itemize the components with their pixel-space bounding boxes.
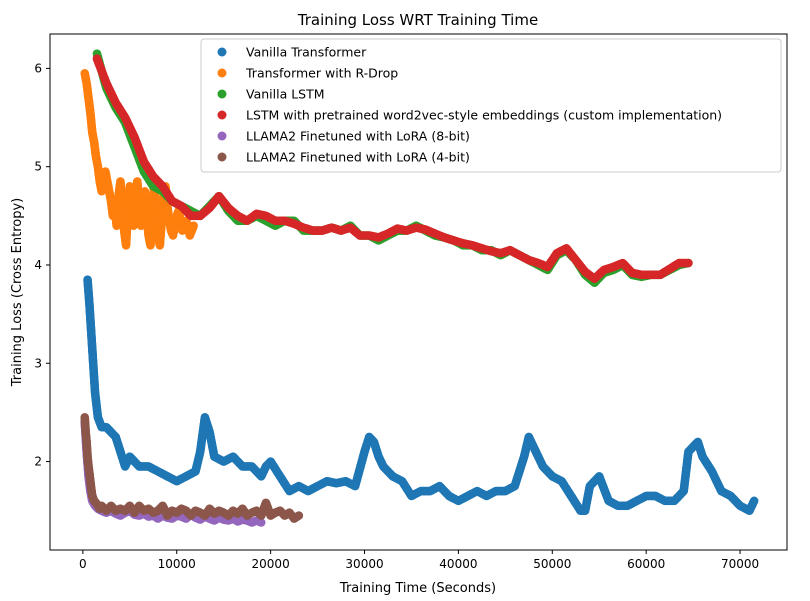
x-tick-label: 30000: [345, 557, 383, 571]
y-tick-label: 4: [34, 258, 42, 272]
y-tick-label: 3: [34, 356, 42, 370]
plot-frame: [49, 33, 788, 551]
legend-label: LLAMA2 Finetuned with LoRA (4-bit): [246, 150, 470, 165]
x-tick-label: 10000: [158, 557, 196, 571]
legend-marker: [217, 131, 227, 141]
series-0: [83, 275, 759, 515]
legend-label: LLAMA2 Finetuned with LoRA (8-bit): [246, 129, 470, 144]
x-axis: 0 10000 20000 30000 40000 50000 60000 70000: [79, 550, 759, 571]
data-point: [294, 511, 304, 520]
y-axis-label: Training Loss (Cross Entropy): [10, 198, 25, 388]
legend-label: Transformer with R-Drop: [245, 66, 398, 81]
x-tick-label: 70000: [721, 557, 759, 571]
data-point: [189, 221, 198, 230]
series-3: [92, 54, 693, 284]
plot-area: [80, 49, 759, 527]
x-tick-label: 60000: [627, 557, 665, 571]
legend-marker: [217, 89, 227, 99]
x-tick-label: 0: [79, 557, 87, 571]
data-point: [749, 496, 759, 506]
y-tick-label: 5: [34, 160, 42, 174]
legend-label: Vanilla Transformer: [246, 45, 367, 60]
x-tick-label: 40000: [439, 557, 477, 571]
data-point: [256, 518, 266, 527]
legend-marker: [217, 68, 227, 78]
series-1: [80, 69, 198, 250]
y-axis: 2 3 4 5 6: [34, 61, 50, 469]
legend-label: Vanilla LSTM: [246, 87, 325, 102]
data-point: [684, 258, 693, 268]
x-tick-label: 20000: [252, 557, 290, 571]
legend: Vanilla Transformer Transformer with R-Dr…: [200, 38, 782, 173]
y-tick-label: 2: [34, 455, 42, 469]
chart-title: Training Loss WRT Training Time: [297, 11, 538, 29]
legend-label: LSTM with pretrained word2vec-style embe…: [246, 108, 722, 123]
y-tick-label: 6: [34, 61, 42, 75]
legend-marker: [217, 152, 227, 162]
legend-marker: [217, 47, 227, 57]
legend-marker: [217, 110, 227, 120]
x-tick-label: 50000: [533, 557, 571, 571]
legend-box: [200, 38, 782, 173]
series-5: [80, 413, 304, 523]
x-axis-label: Training Time (Seconds): [339, 581, 496, 596]
